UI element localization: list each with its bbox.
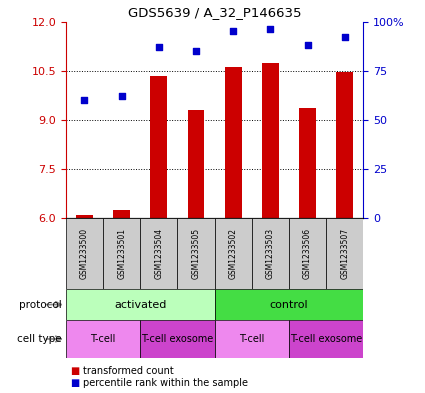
Bar	[215, 289, 363, 320]
Bar	[66, 289, 215, 320]
Text: percentile rank within the sample: percentile rank within the sample	[83, 378, 248, 388]
Point	[81, 97, 88, 103]
Bar	[252, 218, 289, 289]
Bar	[113, 210, 130, 218]
Bar	[66, 320, 140, 358]
Bar	[326, 218, 363, 289]
Text: transformed count: transformed count	[83, 366, 174, 376]
Text: GSM1233503: GSM1233503	[266, 228, 275, 279]
Bar	[178, 218, 215, 289]
Text: T-cell: T-cell	[91, 334, 116, 344]
Text: GSM1233501: GSM1233501	[117, 228, 126, 279]
Bar	[337, 72, 353, 218]
Bar	[289, 320, 363, 358]
Point	[304, 42, 311, 48]
Point	[341, 34, 348, 40]
Bar	[103, 218, 140, 289]
Bar	[299, 108, 316, 218]
Text: GSM1233504: GSM1233504	[154, 228, 163, 279]
Text: T-cell exosome: T-cell exosome	[290, 334, 362, 344]
Text: T-cell exosome: T-cell exosome	[141, 334, 213, 344]
Point	[156, 44, 162, 50]
Text: ■: ■	[70, 378, 79, 388]
Bar	[215, 218, 252, 289]
Text: T-cell: T-cell	[239, 334, 264, 344]
Text: control: control	[270, 299, 308, 310]
Text: GSM1233507: GSM1233507	[340, 228, 349, 279]
Bar	[66, 218, 103, 289]
Point	[267, 26, 274, 33]
Bar	[225, 68, 241, 218]
Bar	[262, 62, 279, 218]
Text: GSM1233500: GSM1233500	[80, 228, 89, 279]
Title: GDS5639 / A_32_P146635: GDS5639 / A_32_P146635	[128, 6, 301, 19]
Point	[193, 48, 199, 54]
Bar	[188, 110, 204, 218]
Bar	[289, 218, 326, 289]
Bar	[215, 320, 289, 358]
Point	[230, 28, 237, 35]
Bar	[140, 320, 215, 358]
Text: protocol: protocol	[19, 299, 62, 310]
Text: GSM1233506: GSM1233506	[303, 228, 312, 279]
Bar	[140, 218, 178, 289]
Point	[118, 93, 125, 99]
Bar	[150, 75, 167, 218]
Bar	[76, 215, 93, 218]
Text: GSM1233502: GSM1233502	[229, 228, 238, 279]
Text: cell type: cell type	[17, 334, 62, 344]
Text: activated: activated	[114, 299, 167, 310]
Text: ■: ■	[70, 366, 79, 376]
Text: GSM1233505: GSM1233505	[192, 228, 201, 279]
